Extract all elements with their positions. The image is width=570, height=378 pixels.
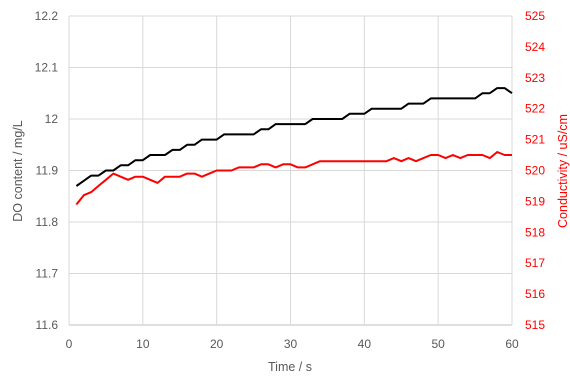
left-axis-title: DO content / mg/L [11,120,25,221]
x-tick-label: 20 [210,337,224,351]
gridlines [68,15,513,326]
conductivity-line [75,151,512,206]
x-tick-label: 30 [284,337,298,351]
right-tick-label: 518 [525,225,545,239]
right-tick-label: 515 [525,318,545,332]
series-lines [75,87,513,206]
right-tick-label: 520 [525,164,545,178]
right-tick-label: 525 [525,9,545,23]
left-tick-label: 11.8 [36,215,59,229]
left-tick-label: 12.1 [35,61,59,75]
right-axis-ticks: 515 516 517 518 519 520 521 522 523 524 525 [525,9,545,332]
left-tick-label: 11.7 [36,267,59,281]
x-tick-label: 50 [431,337,445,351]
right-tick-label: 517 [525,256,545,270]
x-tick-label: 10 [136,337,150,351]
right-axis-title: Conductivity / uS/cm [556,114,570,228]
right-tick-label: 524 [525,40,545,54]
right-tick-label: 523 [525,71,545,85]
right-tick-label: 519 [525,194,545,208]
left-axis-ticks: 11.6 11.7 11.8 11.9 12 12.1 12.2 [35,9,59,332]
left-tick-label: 12 [45,112,59,126]
left-tick-label: 12.2 [35,9,59,23]
do-content-line [75,87,513,187]
right-tick-label: 516 [525,287,545,301]
x-axis-title: Time / s [268,360,312,374]
left-tick-label: 11.9 [36,164,59,178]
left-tick-label: 11.6 [36,318,59,332]
right-tick-label: 521 [525,133,545,147]
right-tick-label: 522 [525,102,545,116]
x-axis-ticks: 0 10 20 30 40 50 60 [66,337,519,351]
x-tick-label: 60 [505,337,519,351]
x-tick-label: 0 [66,337,73,351]
x-tick-label: 40 [358,337,372,351]
